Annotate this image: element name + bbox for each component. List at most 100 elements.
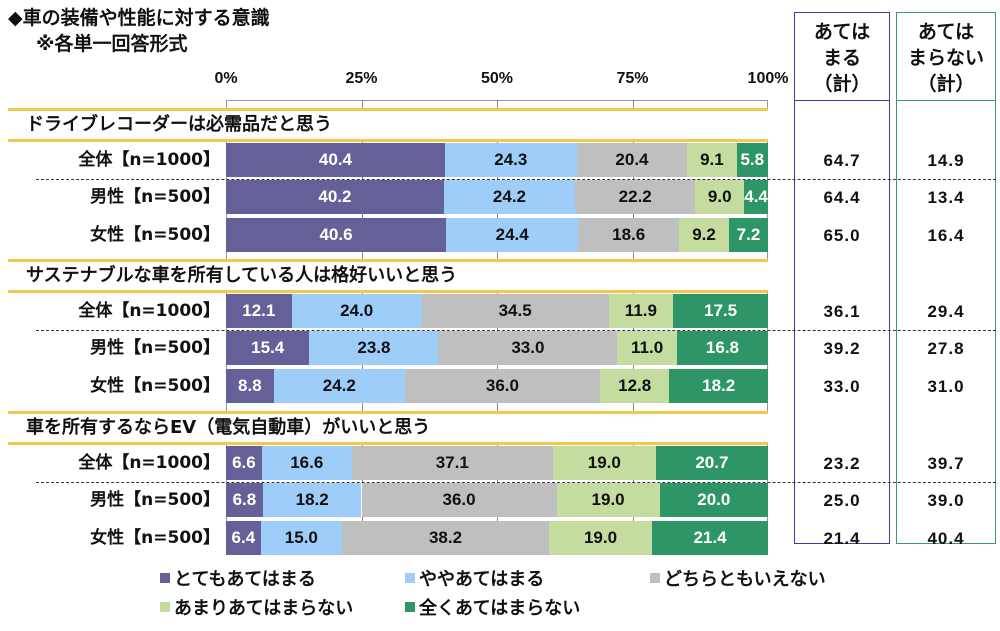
bar-segment-4: 19.0: [556, 483, 660, 517]
bar-segment-3: 34.5: [421, 294, 609, 328]
bar-segment-1: 40.4: [226, 143, 445, 177]
bar-segment-5: 21.4: [652, 521, 768, 555]
bar-segment-2: 16.6: [261, 446, 352, 480]
bar-segment-1: 8.8: [226, 369, 274, 403]
bar-segment-2: 18.2: [262, 483, 362, 517]
legend-swatch-icon: [650, 573, 660, 583]
row-label: 女性【n=500】: [90, 225, 220, 245]
bar-segment-4: 12.8: [599, 369, 670, 403]
bar-segment-2: 24.3: [444, 143, 577, 177]
bar-segment-5: 20.0: [659, 483, 768, 517]
legend-swatch-icon: [405, 602, 415, 612]
bar-segment-2: 24.4: [446, 218, 579, 252]
agree-total-column: あては まる （計）: [794, 12, 890, 544]
disagree-header-line: まらない: [907, 47, 984, 69]
x-tick-label: 100%: [747, 70, 789, 87]
x-tick-label: 50%: [480, 70, 514, 87]
legend-item: どちらともいえない: [650, 568, 826, 592]
row-label: 女性【n=500】: [90, 376, 220, 396]
bar-segment-1: 15.4: [226, 331, 310, 365]
bar-segment-1: 40.2: [226, 180, 444, 214]
row-divider: [36, 179, 996, 180]
agree-total-header: あては まる （計）: [795, 13, 889, 101]
bar-segment-3: 36.0: [361, 483, 557, 517]
question-header: ドライブレコーダーは必需品だと思う: [8, 108, 768, 142]
x-tick-label: 25%: [345, 70, 378, 87]
bar-segment-2: 24.2: [443, 180, 576, 214]
bar-segment-4: 9.2: [679, 218, 729, 252]
bar-segment-3: 36.0: [404, 369, 600, 403]
question-text: 車を所有するならEV（電気自動車）がいいと思う: [26, 417, 431, 438]
legend-label: とてもあてはまる: [174, 569, 316, 590]
agree-total-value: 64.7: [823, 151, 861, 170]
disagree-total-value: 16.4: [927, 226, 965, 245]
bar-segment-5: 17.5: [673, 294, 768, 328]
disagree-total-value: 13.4: [927, 188, 965, 207]
row-divider: [36, 482, 996, 483]
legend-item: ややあてはまる: [405, 568, 544, 592]
legend-swatch-icon: [405, 573, 415, 583]
bar-segment-2: 23.8: [309, 331, 439, 365]
disagree-header-line: （計）: [917, 73, 975, 95]
bar-segment-3: 37.1: [351, 446, 553, 480]
bar-segment-5: 20.7: [655, 446, 768, 480]
bar-segment-4: 19.0: [549, 521, 652, 555]
legend-item: とてもあてはまる: [160, 568, 316, 592]
bar-segment-2: 15.0: [260, 521, 342, 555]
agree-total-value: 36.1: [823, 302, 861, 321]
row-label: 全体【n=1000】: [78, 150, 220, 170]
bar-segment-4: 19.0: [552, 446, 656, 480]
legend-label: あまりあてはまらない: [174, 598, 354, 619]
question-text: サステナブルな車を所有している人は格好いいと思う: [26, 265, 458, 286]
agree-header-line: あては: [813, 21, 871, 43]
agree-total-value: 21.4: [823, 529, 861, 548]
bar-segment-2: 24.0: [291, 294, 422, 328]
x-tick-label: 0%: [214, 70, 238, 87]
row-label: 男性【n=500】: [90, 187, 220, 207]
agree-header-line: まる: [822, 47, 861, 69]
chart-subtitle: ※各単一回答形式: [36, 33, 188, 55]
row-label: 男性【n=500】: [90, 490, 220, 510]
bar-segment-5: 5.8: [736, 143, 768, 177]
question-header: サステナブルな車を所有している人は格好いいと思う: [8, 259, 768, 293]
legend-swatch-icon: [160, 573, 170, 583]
row-label: 女性【n=500】: [90, 528, 220, 548]
bar-segment-4: 11.0: [617, 331, 677, 365]
disagree-header-line: あては: [917, 21, 975, 43]
bar-segment-5: 4.4: [744, 180, 768, 214]
agree-total-value: 25.0: [823, 491, 861, 510]
legend-swatch-icon: [160, 602, 170, 612]
agree-total-value: 23.2: [823, 454, 861, 473]
agree-total-value: 39.2: [823, 339, 861, 358]
disagree-total-value: 29.4: [927, 302, 965, 321]
disagree-total-value: 39.7: [927, 454, 965, 473]
bar-segment-1: 6.6: [226, 446, 262, 480]
question-header: 車を所有するならEV（電気自動車）がいいと思う: [8, 411, 768, 445]
bar-segment-4: 11.9: [608, 294, 674, 328]
disagree-total-header: あては まらない （計）: [897, 13, 995, 101]
bar-segment-3: 38.2: [341, 521, 550, 555]
bar-segment-1: 40.6: [226, 218, 447, 252]
legend-item: 全くあてはまらない: [405, 597, 580, 621]
agree-total-value: 33.0: [823, 377, 861, 396]
bar-segment-5: 16.8: [676, 331, 768, 365]
bar-segment-4: 9.0: [695, 180, 745, 214]
agree-header-line: （計）: [813, 73, 871, 95]
bar-segment-5: 18.2: [669, 369, 768, 403]
disagree-total-value: 39.0: [927, 491, 965, 510]
bar-segment-4: 9.1: [687, 143, 737, 177]
bar-segment-3: 22.2: [575, 180, 696, 214]
agree-total-value: 65.0: [823, 226, 861, 245]
bar-segment-5: 7.2: [728, 218, 768, 252]
legend-item: あまりあてはまらない: [160, 597, 353, 621]
bar-segment-1: 6.8: [226, 483, 263, 517]
legend-label: 全くあてはまらない: [419, 598, 581, 619]
bar-segment-1: 6.4: [226, 521, 261, 555]
bar-segment-3: 18.6: [578, 218, 680, 252]
question-text: ドライブレコーダーは必需品だと思う: [26, 114, 332, 135]
disagree-total-value: 27.8: [927, 339, 965, 358]
bar-segment-1: 12.1: [226, 294, 292, 328]
legend-label: ややあてはまる: [419, 569, 545, 590]
bar-segment-3: 20.4: [576, 143, 688, 177]
disagree-total-value: 31.0: [927, 377, 965, 396]
